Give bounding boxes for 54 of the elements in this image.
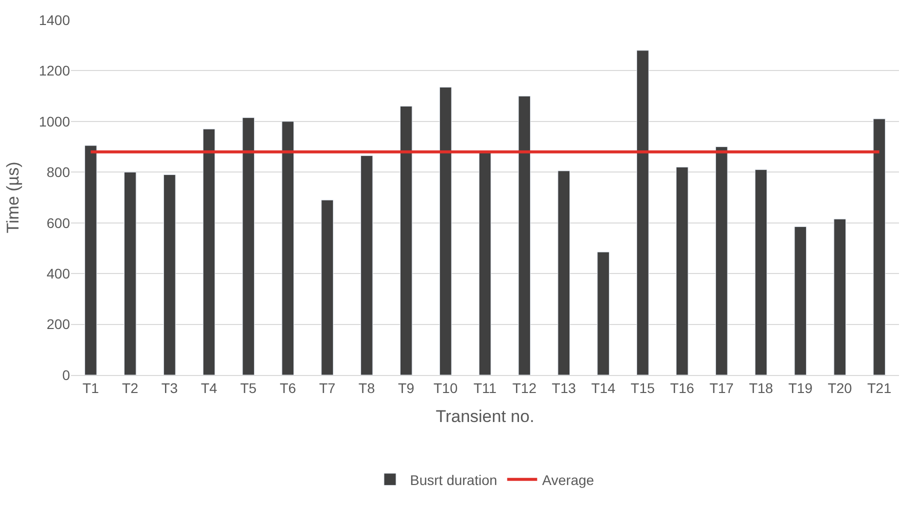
x-tick-label: T6 xyxy=(280,380,296,396)
bar xyxy=(124,172,136,375)
legend-label: Average xyxy=(542,472,594,488)
x-tick-label: T19 xyxy=(788,380,813,396)
bar xyxy=(202,128,216,375)
bar xyxy=(478,152,492,375)
x-tick-label: T1 xyxy=(82,380,100,396)
y-tick-label: 1000 xyxy=(38,113,70,130)
bar xyxy=(163,174,176,375)
bar xyxy=(400,106,412,375)
x-tick-label: T18 xyxy=(748,380,774,396)
y-axis-title: Time (µs) xyxy=(3,162,22,234)
bar xyxy=(439,86,452,375)
x-tick-label: T17 xyxy=(710,380,734,396)
x-tick-label: T5 xyxy=(240,380,257,396)
x-tick-label: T3 xyxy=(161,380,178,396)
bar xyxy=(715,146,728,375)
y-tick-label: 400 xyxy=(46,265,70,282)
bar xyxy=(321,200,334,375)
bar xyxy=(834,218,846,375)
bar xyxy=(754,169,768,375)
x-tick-label: T16 xyxy=(670,380,694,396)
bar xyxy=(597,252,610,375)
y-tick-label: 600 xyxy=(46,214,70,231)
bar xyxy=(794,226,807,375)
y-tick-label: 1200 xyxy=(38,62,70,79)
x-tick-label: T9 xyxy=(398,380,415,396)
bar xyxy=(873,118,886,375)
bar xyxy=(282,121,294,375)
x-tick-label: T11 xyxy=(473,380,497,396)
x-tick-label: T10 xyxy=(434,380,458,396)
x-tick-label: T7 xyxy=(319,380,336,396)
x-axis-title: Transient no. xyxy=(436,407,534,426)
bar xyxy=(242,117,255,375)
x-tick-label: T15 xyxy=(630,380,655,396)
bar xyxy=(636,50,649,375)
bar xyxy=(518,96,531,375)
x-tick-label: T4 xyxy=(200,380,218,396)
bar xyxy=(676,166,688,375)
y-tick-label: 200 xyxy=(46,316,70,332)
y-tick-label: 800 xyxy=(46,164,70,180)
x-tick-label: T20 xyxy=(828,380,852,396)
x-tick-label: T21 xyxy=(867,380,892,396)
x-tick-label: T13 xyxy=(552,380,576,396)
x-tick-label: T8 xyxy=(358,380,376,396)
bar xyxy=(558,170,570,375)
bar xyxy=(360,155,373,375)
y-tick-label: 0 xyxy=(62,366,70,383)
bar xyxy=(84,145,97,375)
x-tick-label: T2 xyxy=(122,380,139,396)
y-tick-label: 1400 xyxy=(38,12,70,28)
x-tick-label: T12 xyxy=(512,380,537,396)
legend-label: Busrt duration xyxy=(410,472,498,488)
x-tick-label: T14 xyxy=(591,380,616,396)
